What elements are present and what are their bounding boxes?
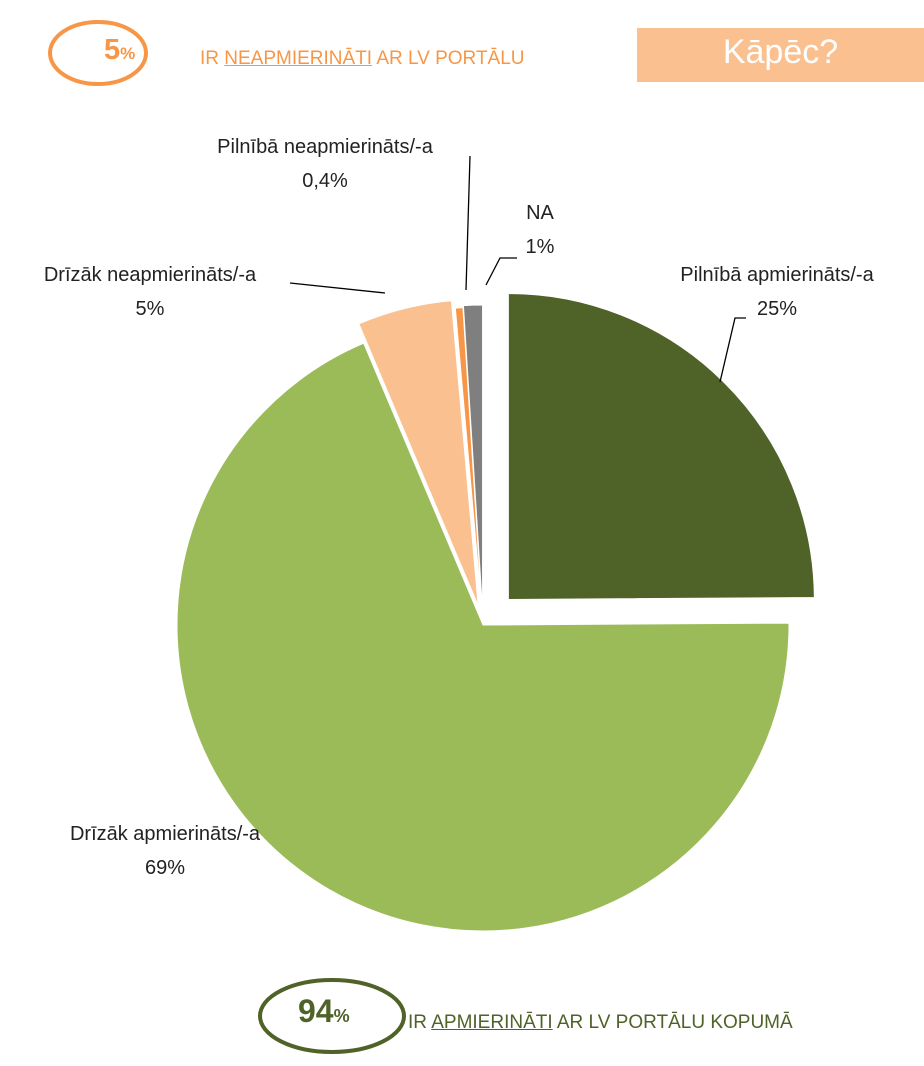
leader-line	[289, 282, 386, 294]
value-label: 0,4%	[302, 170, 348, 192]
text: AR LV PORTĀLU	[376, 48, 525, 69]
category-label: Pilnībā apmierināts/-a	[680, 264, 874, 286]
pie-slice	[507, 292, 815, 600]
slice-label: NA 1%	[500, 196, 580, 264]
text: IR	[200, 48, 219, 69]
badge-unit: %	[333, 1006, 350, 1026]
pie-slice	[358, 300, 479, 606]
leader-line	[719, 317, 746, 383]
pie-slice	[454, 307, 483, 614]
badge: 5%	[104, 34, 135, 67]
pie-slice	[462, 304, 484, 612]
slice-label: Pilnībā apmierināts/-a 25%	[637, 258, 917, 326]
category-label: NA	[526, 202, 554, 224]
badge-number: 94	[298, 993, 334, 1029]
badge: 94%	[298, 993, 350, 1030]
emphasis: NEAPMIERINĀTI	[224, 48, 373, 69]
leader-line	[465, 155, 471, 291]
value-label: 5%	[135, 298, 165, 320]
category-label: Pilnībā neapmierināts/-a	[217, 136, 433, 158]
category-label: Drīzāk neapmierināts/-a	[43, 264, 257, 286]
slice-label: Pilnībā neapmierināts/-a 0,4%	[195, 130, 455, 198]
text: AR LV PORTĀLU KOPUMĀ	[556, 1012, 793, 1033]
text: IR	[408, 1012, 427, 1033]
slice-label: Drīzāk apmierināts/-a 69%	[15, 817, 315, 885]
banner-text: IR APMIERINĀTI AR LV PORTĀLU KOPUMĀ	[408, 1012, 793, 1034]
value-label: 25%	[756, 298, 798, 320]
banner-text: IR NEAPMIERINĀTI AR LV PORTĀLU	[200, 48, 525, 70]
badge-number: 5	[104, 34, 121, 66]
badge-unit: %	[120, 44, 136, 63]
why-button-label[interactable]: Kāpēc?	[722, 33, 839, 71]
slice-label: Drīzāk neapmierināts/-a 5%	[25, 258, 275, 326]
why-button[interactable]	[637, 28, 924, 82]
badge-outline	[48, 20, 148, 86]
category-label: Drīzāk apmierināts/-a	[69, 823, 261, 845]
value-label: 69%	[144, 857, 186, 879]
emphasis: APMIERINĀTI	[431, 1012, 553, 1033]
leader-line	[485, 257, 517, 286]
value-label: 1%	[525, 236, 555, 258]
pie-slice	[176, 342, 790, 932]
badge-outline	[258, 978, 406, 1054]
